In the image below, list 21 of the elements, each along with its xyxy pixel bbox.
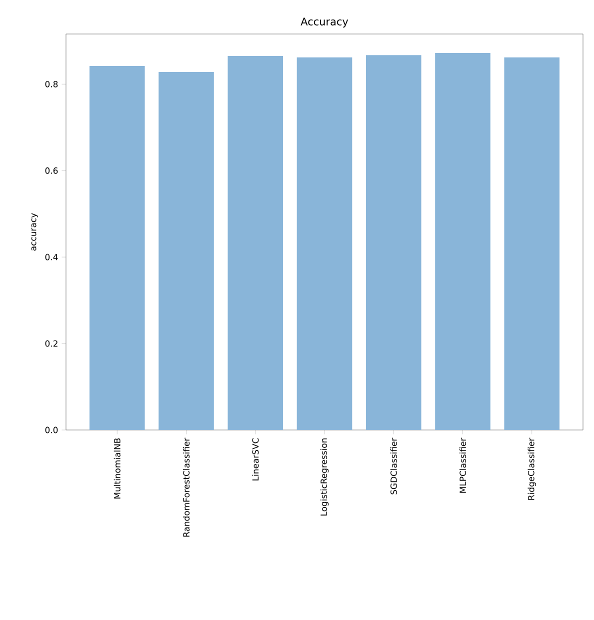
x-tick-label: LinearSVC <box>252 438 259 480</box>
y-tick-label: 0.6 <box>45 167 58 174</box>
bar <box>504 57 560 430</box>
y-tick-label: 0.2 <box>45 340 58 347</box>
bar <box>296 57 352 430</box>
y-tick-label: 0.8 <box>45 80 58 88</box>
y-tick-label: 0.0 <box>45 426 58 434</box>
y-tick-label: 0.4 <box>45 254 58 260</box>
bar <box>435 53 490 430</box>
bar <box>90 66 145 430</box>
x-tick-label: RidgeClassifier <box>528 438 536 500</box>
x-tick-label: LogisticRegression <box>320 438 329 516</box>
x-tick-label: MultinomialNB <box>114 438 120 498</box>
x-tick-label: MLPClassifier <box>459 438 466 493</box>
bar <box>228 56 284 430</box>
chart-title: Accuracy <box>300 18 348 28</box>
x-tick-label: SGDClassifier <box>390 438 397 494</box>
x-tick-label: RandomForestClassifier <box>182 438 190 537</box>
bar <box>366 55 422 430</box>
bar <box>158 72 214 430</box>
y-axis-title: accuracy <box>31 213 38 251</box>
